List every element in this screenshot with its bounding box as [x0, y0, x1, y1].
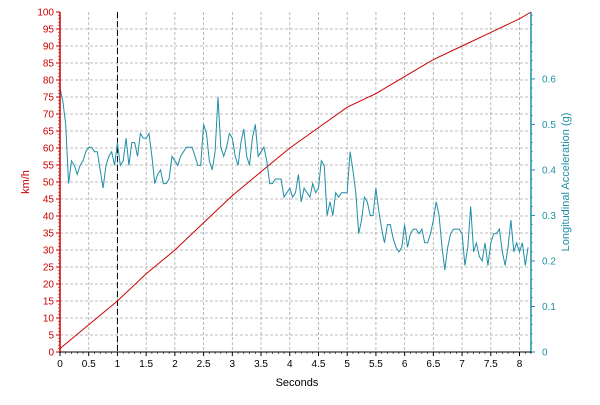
axes-layer: 0510152025303540455055606570758085909510… [37, 8, 556, 371]
y-left-tick-label: 10 [43, 314, 55, 325]
y-left-axis-title: km/h [20, 170, 32, 194]
y-left-tick-label: 65 [43, 127, 55, 138]
y-left-tick-label: 70 [43, 110, 55, 121]
grid-layer [60, 12, 531, 352]
x-tick-label: 7.5 [484, 359, 498, 370]
x-tick-label: 1 [115, 359, 121, 370]
x-tick-label: 5 [344, 359, 350, 370]
y-left-tick-label: 75 [43, 93, 55, 104]
y-left-tick-label: 85 [43, 59, 55, 70]
speed-series-line [59, 11, 532, 349]
x-tick-label: 2 [172, 359, 178, 370]
x-axis-title: Seconds [276, 377, 319, 389]
y-right-tick-label: 0.6 [542, 74, 556, 85]
y-left-tick-label: 80 [43, 76, 55, 87]
x-tick-label: 4.5 [312, 359, 326, 370]
x-tick-label: 5.5 [369, 359, 383, 370]
x-tick-label: 7 [459, 359, 465, 370]
y-left-tick-label: 55 [43, 161, 55, 172]
x-tick-label: 0 [57, 359, 63, 370]
x-tick-label: 3 [230, 359, 236, 370]
y-right-tick-label: 0.1 [542, 302, 556, 313]
acceleration-series-line [59, 87, 529, 271]
y-left-tick-label: 15 [43, 297, 55, 308]
y-right-axis-title: Longitudinal Acceleration (g) [560, 113, 572, 252]
y-left-tick-label: 95 [43, 25, 55, 36]
x-tick-label: 3.5 [254, 359, 268, 370]
series-layer [59, 11, 532, 349]
x-tick-label: 0.5 [82, 359, 96, 370]
y-right-tick-label: 0.4 [542, 165, 556, 176]
y-left-tick-label: 50 [43, 178, 55, 189]
y-left-tick-label: 20 [43, 280, 55, 291]
y-left-tick-label: 25 [43, 263, 55, 274]
y-left-tick-label: 5 [48, 331, 54, 342]
y-left-tick-label: 90 [43, 42, 55, 53]
x-tick-label: 6.5 [426, 359, 440, 370]
x-tick-label: 2.5 [197, 359, 211, 370]
y-left-tick-label: 60 [43, 144, 55, 155]
y-right-tick-label: 0 [542, 348, 548, 359]
y-left-tick-label: 100 [37, 8, 54, 19]
y-left-tick-label: 30 [43, 246, 55, 257]
y-left-tick-label: 35 [43, 229, 55, 240]
x-tick-label: 1.5 [139, 359, 153, 370]
y-left-tick-label: 45 [43, 195, 55, 206]
labels-layer: Seconds km/h Longitudinal Acceleration (… [20, 113, 572, 389]
x-tick-label: 6 [402, 359, 408, 370]
x-tick-label: 8 [517, 359, 523, 370]
y-right-tick-label: 0.2 [542, 256, 556, 267]
x-tick-label: 4 [287, 359, 293, 370]
y-right-tick-label: 0.5 [542, 120, 556, 131]
y-left-tick-label: 0 [48, 348, 54, 359]
y-right-tick-label: 0.3 [542, 211, 556, 222]
y-left-tick-label: 40 [43, 212, 55, 223]
